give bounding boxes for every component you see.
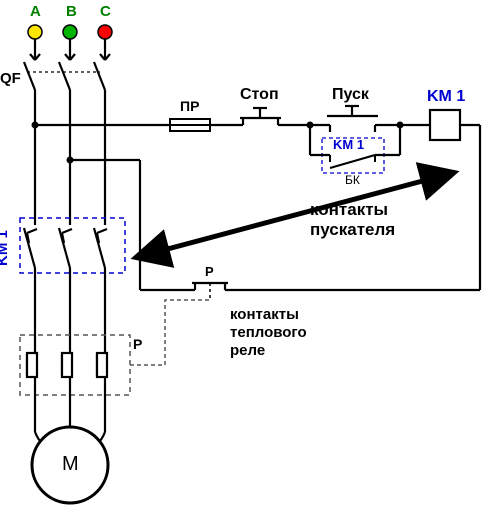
starter-contacts-label-1: контакты — [310, 200, 388, 220]
qf-label: QF — [0, 70, 21, 87]
thermal-contact-p — [192, 283, 228, 300]
km1-coil-label: KM 1 — [427, 88, 465, 106]
phase-b-terminal — [63, 25, 77, 39]
phase-a-terminal — [28, 25, 42, 39]
stop-button — [240, 108, 281, 125]
bk-label: БК — [345, 173, 360, 187]
annotation-arrow — [145, 175, 445, 255]
p-ctrl-label: P — [205, 264, 214, 279]
thermal-label-3: реле — [230, 342, 265, 359]
km1-coil — [430, 110, 460, 140]
km1-side-label: KM 1 — [0, 230, 11, 266]
p-side-label: P — [133, 336, 142, 352]
circuit-diagram: A B C QF ПР Стоп Пуск KM 1 KM 1 БК KM 1 … — [0, 0, 500, 512]
thermal-relay-heaters — [27, 345, 107, 390]
phase-c-label: C — [100, 3, 111, 20]
phase-b-label: B — [66, 3, 77, 20]
km1-hold-label: KM 1 — [333, 137, 364, 152]
starter-contacts-label-2: пускателя — [310, 220, 395, 240]
phase-a-label: A — [30, 3, 41, 20]
thermal-label-2: теплового — [230, 324, 307, 341]
km1-contacts-box — [20, 218, 125, 273]
thermal-label-1: контакты — [230, 306, 299, 323]
pr-label: ПР — [180, 98, 199, 114]
km1-power-contacts — [24, 228, 107, 268]
stop-label: Стоп — [240, 86, 279, 104]
start-label: Пуск — [332, 86, 369, 104]
start-button — [327, 106, 378, 132]
phase-c-terminal — [98, 25, 112, 39]
qf-breaker — [24, 54, 110, 90]
motor-label: M — [62, 453, 79, 476]
fuse-pr — [170, 119, 210, 131]
schematic-svg — [0, 0, 500, 512]
